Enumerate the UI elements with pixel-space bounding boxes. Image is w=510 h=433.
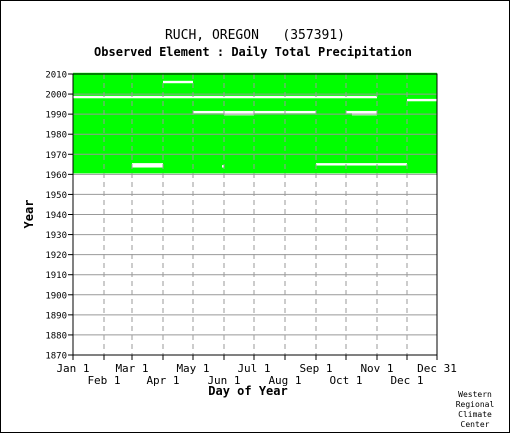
x-tick-label-lower: Dec 1 [390, 374, 423, 387]
y-tick-label: 1940 [45, 211, 67, 221]
x-axis-label: Day of Year [208, 384, 287, 398]
y-tick-label: 2000 [45, 91, 67, 101]
y-tick-label: 1890 [45, 311, 67, 321]
y-tick-label: 1960 [45, 171, 67, 181]
x-tick-label-upper: Jul 1 [237, 362, 270, 375]
missing-data-segment [316, 163, 407, 166]
observed-data-band [73, 72, 437, 174]
y-tick-label: 2010 [45, 71, 67, 81]
y-tick-label: 1870 [45, 352, 67, 362]
missing-data-segment [132, 165, 163, 168]
credit-line: Center [460, 420, 490, 429]
x-tick-label-upper: May 1 [176, 362, 209, 375]
x-tick-label-upper: Dec 31 [417, 362, 457, 375]
y-tick-label: 1920 [45, 251, 67, 261]
missing-data-segment [222, 165, 224, 168]
plot-area: 2010 2000 1990 1980 1970 1960 1950 1940 1930 1920… [45, 71, 457, 388]
x-tick-label-lower: Oct 1 [329, 374, 362, 387]
y-tick-label: 1880 [45, 331, 67, 341]
x-tick-label-upper: Sep 1 [299, 362, 332, 375]
missing-data-segment [132, 163, 163, 166]
plot-border [72, 73, 438, 356]
missing-data-segment [163, 80, 193, 84]
credit-line: Western [458, 390, 492, 399]
credit-text: Western Regional Climate Center [445, 390, 505, 430]
y-tick-label: 1950 [45, 191, 67, 201]
x-tick-label-lower: Jun 1 [207, 374, 240, 387]
credit-line: Climate [458, 410, 492, 419]
x-tick-label-lower: Feb 1 [87, 374, 120, 387]
y-tick-label: 1980 [45, 131, 67, 141]
x-tick-label-upper: Jan 1 [56, 362, 89, 375]
y-tick-label: 1930 [45, 231, 67, 241]
y-tick-label: 1900 [45, 291, 67, 301]
x-tick-label-lower: Aug 1 [268, 374, 301, 387]
chart-title: RUCH, OREGON (357391) [165, 28, 345, 43]
chart-subtitle: Observed Element : Daily Total Precipita… [94, 45, 412, 59]
missing-data-segment [73, 95, 377, 99]
x-tick-label-upper: Mar 1 [115, 362, 148, 375]
x-tick-label-lower: Apr 1 [146, 374, 179, 387]
missing-data-segment [346, 110, 377, 114]
y-tick-label: 1910 [45, 271, 67, 281]
y-axis-label: Year [22, 200, 36, 229]
y-tick-label: 1970 [45, 151, 67, 161]
missing-data-segment [407, 98, 437, 102]
y-tick-label: 1990 [45, 111, 67, 121]
x-tick-label-upper: Nov 1 [360, 362, 393, 375]
credit-line: Regional [455, 400, 495, 409]
